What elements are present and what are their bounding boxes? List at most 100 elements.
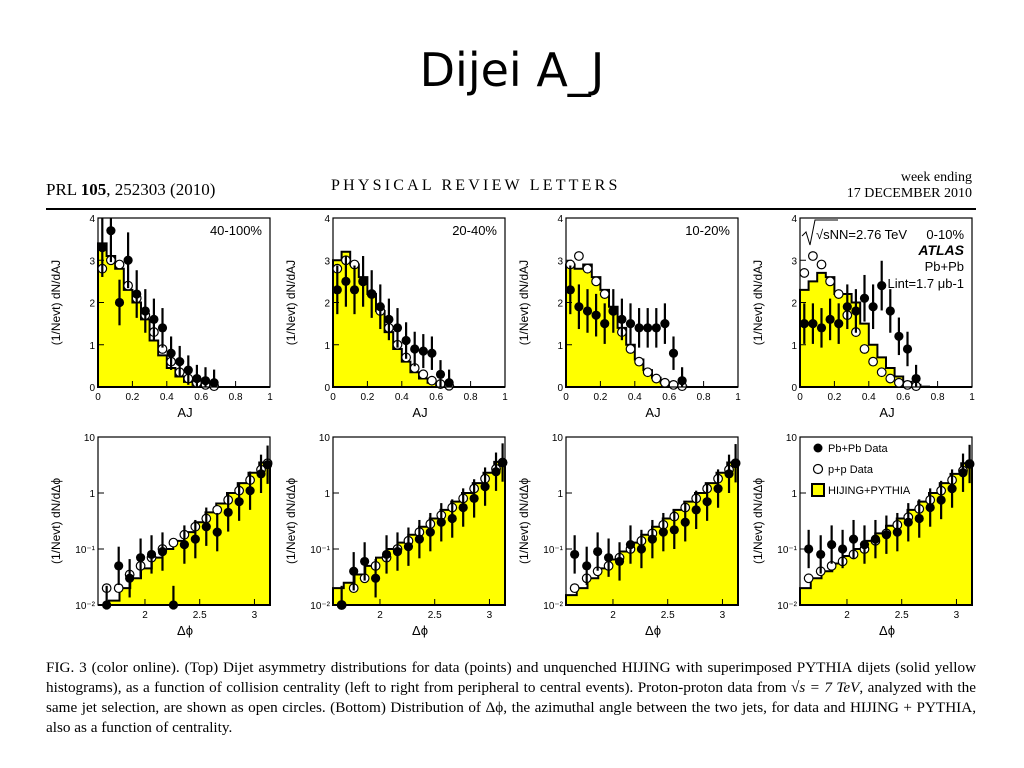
x-tick-label: 3 <box>252 610 258 621</box>
x-tick-label: 0.6 <box>429 392 443 403</box>
pbpb-data-point <box>132 289 142 299</box>
pbpb-data-point <box>851 306 861 316</box>
y-tick-label: 4 <box>557 214 563 225</box>
pp-data-point <box>668 379 679 390</box>
legend-pp-marker <box>812 463 824 475</box>
pbpb-data-point <box>902 344 913 354</box>
pp-data-point <box>642 367 653 378</box>
pbpb-data-point <box>367 289 377 299</box>
pbpb-data-point <box>660 319 670 329</box>
pbpb-data-point <box>157 546 168 557</box>
panel-frame <box>565 436 739 606</box>
pbpb-data-point <box>125 573 135 583</box>
legend-hijing-marker <box>811 483 825 497</box>
pbpb-data-point <box>491 467 501 477</box>
pbpb-data-point <box>436 517 446 527</box>
pbpb-data-point <box>591 310 601 320</box>
x-axis-label: Δϕ <box>645 623 661 638</box>
legend-pp-label: p+p Data <box>828 464 874 476</box>
header-rule <box>46 208 976 210</box>
pbpb-data-point <box>881 530 891 540</box>
paper-header: PRL 105, 252303 (2010) PHYSICAL REVIEW L… <box>46 170 976 210</box>
x-tick-label: 0.8 <box>464 392 478 403</box>
pbpb-data-point <box>97 242 107 253</box>
pp-data-point <box>894 377 904 388</box>
y-tick-label: 4 <box>89 214 95 225</box>
sqrt-symbol <box>801 219 838 246</box>
system-label: Pb+Pb <box>925 259 964 274</box>
panel-dphi-40-100%: 2 2.5 3 10⁻² 10⁻¹ 1 10 Δϕ (1/Nevt) dN/dΔϕ <box>49 433 273 638</box>
pbpb-data-point <box>200 376 211 386</box>
centrality-label-0-10: 0-10% <box>926 227 964 242</box>
pbpb-data-point <box>799 319 809 329</box>
pbpb-data-point <box>647 534 657 544</box>
caption-sqrt-s: √s = 7 TeV <box>791 679 860 696</box>
panel-dphi-20-40%: 2 2.5 3 10⁻² 10⁻¹ 1 10 Δϕ (1/Nevt) dN/dΔϕ <box>284 433 508 638</box>
x-tick-label: 3 <box>720 610 726 621</box>
x-axis-label: AJ <box>412 405 427 420</box>
journal-title: PHYSICAL REVIEW LETTERS <box>331 177 621 194</box>
pp-data-point <box>599 289 610 299</box>
pbpb-data-point <box>106 226 116 236</box>
pbpb-data-point <box>341 276 351 286</box>
y-axis-label: (1/Nevt) dN/dAJ <box>517 260 531 345</box>
energy-label: √sNN=2.76 TeV <box>816 227 907 242</box>
x-tick-label: 2 <box>610 610 616 621</box>
pbpb-data-point <box>636 544 647 554</box>
x-axis-label: Δϕ <box>879 623 895 638</box>
y-tick-label: 10⁻¹ <box>777 545 797 556</box>
pbpb-data-point <box>149 314 159 324</box>
pbpb-data-point <box>870 534 881 544</box>
y-axis-label: (1/Nevt) dN/dΔϕ <box>284 478 298 564</box>
panel-dphi-0-10%: 2 2.5 3 10⁻² 10⁻¹ 1 10 Δϕ (1/Nevt) dN/dΔϕ <box>751 433 975 638</box>
x-axis-label: Δϕ <box>412 623 428 638</box>
pp-data-point <box>591 276 601 287</box>
pbpb-data-point <box>816 549 826 560</box>
y-tick-label: 10⁻² <box>777 601 797 612</box>
caption-pythia: PYTHIA <box>796 659 853 676</box>
pbpb-data-point <box>894 331 904 341</box>
pbpb-data-point <box>360 556 370 567</box>
pbpb-data-point <box>593 546 603 557</box>
pbpb-data-point <box>730 458 741 468</box>
caption-part-5: , also as a function of centrality. <box>46 699 977 736</box>
pbpb-data-point <box>574 302 584 312</box>
centrality-label: 20-40% <box>452 223 497 238</box>
x-tick-label: 2.5 <box>661 610 675 621</box>
pbpb-data-point <box>497 457 508 468</box>
x-tick-label: 0.4 <box>395 392 409 403</box>
pbpb-data-point <box>651 323 661 333</box>
y-tick-label: 10 <box>786 433 798 444</box>
y-tick-label: 10⁻¹ <box>310 545 330 556</box>
pp-data-point <box>902 379 913 390</box>
pbpb-data-point <box>958 468 968 478</box>
pbpb-data-point <box>140 306 150 316</box>
y-tick-label: 1 <box>324 489 330 500</box>
y-axis-label: (1/Nevt) dN/dΔϕ <box>751 478 765 564</box>
caption-part-1: (Top) Dijet asymmetry distributions for … <box>184 659 617 676</box>
pbpb-data-point <box>114 561 124 571</box>
y-tick-label: 1 <box>324 341 330 352</box>
pbpb-data-point <box>713 483 723 494</box>
x-tick-label: 0 <box>797 392 803 403</box>
week-ending-label: week ending <box>900 170 972 185</box>
y-tick-label: 1 <box>557 341 563 352</box>
x-tick-label: 2 <box>142 610 148 621</box>
pbpb-data-point <box>634 323 644 333</box>
pbpb-data-point <box>349 566 359 576</box>
y-tick-label: 10 <box>552 433 564 444</box>
issue-date-value: 17 DECEMBER 2010 <box>846 186 972 201</box>
caption-part-2: with superimposed <box>675 659 792 676</box>
y-tick-label: 10⁻² <box>543 601 563 612</box>
pbpb-data-point <box>625 319 636 329</box>
y-tick-label: 3 <box>557 256 563 267</box>
pbpb-data-point <box>936 495 946 505</box>
y-tick-label: 1 <box>89 489 95 500</box>
legend-pbpb-label: Pb+Pb Data <box>828 443 889 455</box>
y-tick-label: 10⁻² <box>75 601 95 612</box>
pp-data-point <box>660 377 670 388</box>
legend-hijing-label: HIJING+PYTHIA <box>828 485 911 497</box>
y-tick-label: 2 <box>557 299 563 310</box>
y-tick-label: 2 <box>324 299 330 310</box>
y-tick-label: 2 <box>89 299 95 310</box>
